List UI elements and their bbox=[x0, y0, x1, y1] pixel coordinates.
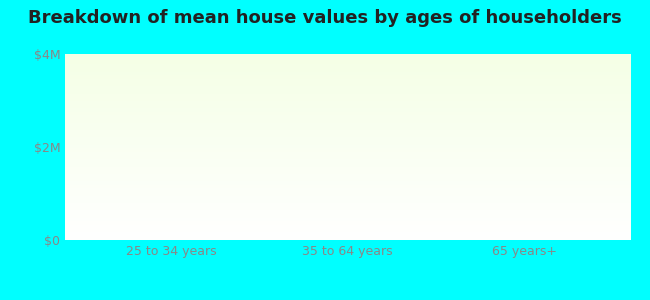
Bar bbox=[171, 227, 224, 240]
Text: City-Data.com: City-Data.com bbox=[540, 60, 614, 70]
Bar bbox=[348, 226, 401, 240]
Bar bbox=[525, 227, 577, 240]
Bar bbox=[118, 66, 171, 240]
Bar bbox=[471, 232, 525, 240]
Bar bbox=[294, 234, 348, 240]
Text: Breakdown of mean house values by ages of householders: Breakdown of mean house values by ages o… bbox=[28, 9, 622, 27]
